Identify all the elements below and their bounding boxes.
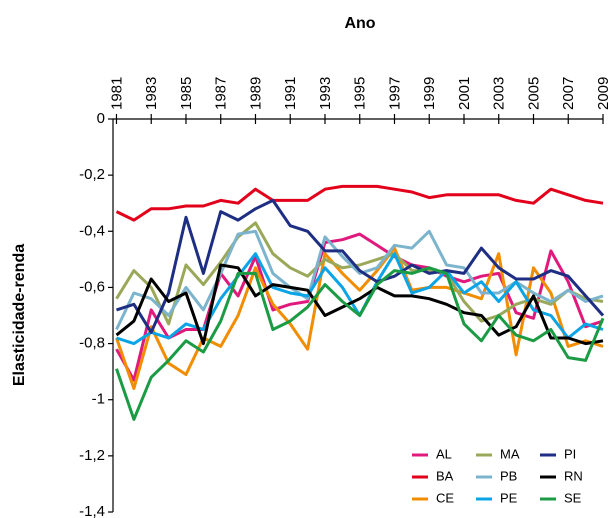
legend-label: AL (436, 446, 452, 461)
legend-label: PE (500, 490, 518, 505)
y-tick-label: 0 (97, 110, 105, 127)
x-tick-label: 2009 (595, 77, 612, 110)
y-tick-label: -0,8 (79, 335, 105, 352)
x-tick-label: 1999 (421, 77, 438, 110)
x-tick-label: 2005 (525, 77, 542, 110)
x-tick-label: 1997 (386, 77, 403, 110)
series-line (115, 229, 604, 331)
legend-label: PI (564, 446, 576, 461)
y-axis-label: Elasticidade-renda (11, 244, 28, 386)
x-tick-label: 1995 (352, 77, 369, 110)
series-line (115, 246, 604, 390)
series-line (116, 198, 605, 334)
y-tick-label: -1 (92, 391, 105, 408)
legend-label: SE (564, 490, 582, 505)
legend-label: PB (500, 468, 517, 483)
y-tick-label: -0,6 (79, 278, 105, 295)
series-line (115, 266, 605, 421)
legend-label: BA (436, 468, 454, 483)
x-tick-label: 1983 (143, 77, 160, 110)
y-tick-label: -0,2 (79, 166, 105, 183)
x-tick-label: 1989 (247, 77, 264, 110)
series-line (115, 263, 604, 346)
series-line (115, 184, 604, 222)
x-tick-label: 2003 (491, 77, 508, 110)
x-tick-label: 1985 (178, 77, 195, 110)
x-axis-label: Ano (344, 15, 375, 32)
legend-label: CE (436, 490, 454, 505)
legend-label: MA (500, 446, 520, 461)
x-tick-label: 2001 (456, 77, 473, 110)
legend-label: RN (564, 468, 583, 483)
x-tick-label: 1981 (108, 77, 125, 110)
x-tick-label: 1987 (213, 77, 230, 110)
y-tick-label: -1,2 (79, 447, 105, 464)
series-line (115, 221, 604, 326)
x-tick-label: 1993 (317, 77, 334, 110)
x-tick-label: 1991 (282, 77, 299, 110)
x-tick-label: 2007 (560, 77, 577, 110)
y-tick-label: -1,4 (79, 503, 105, 518)
y-tick-label: -0,4 (79, 222, 105, 239)
